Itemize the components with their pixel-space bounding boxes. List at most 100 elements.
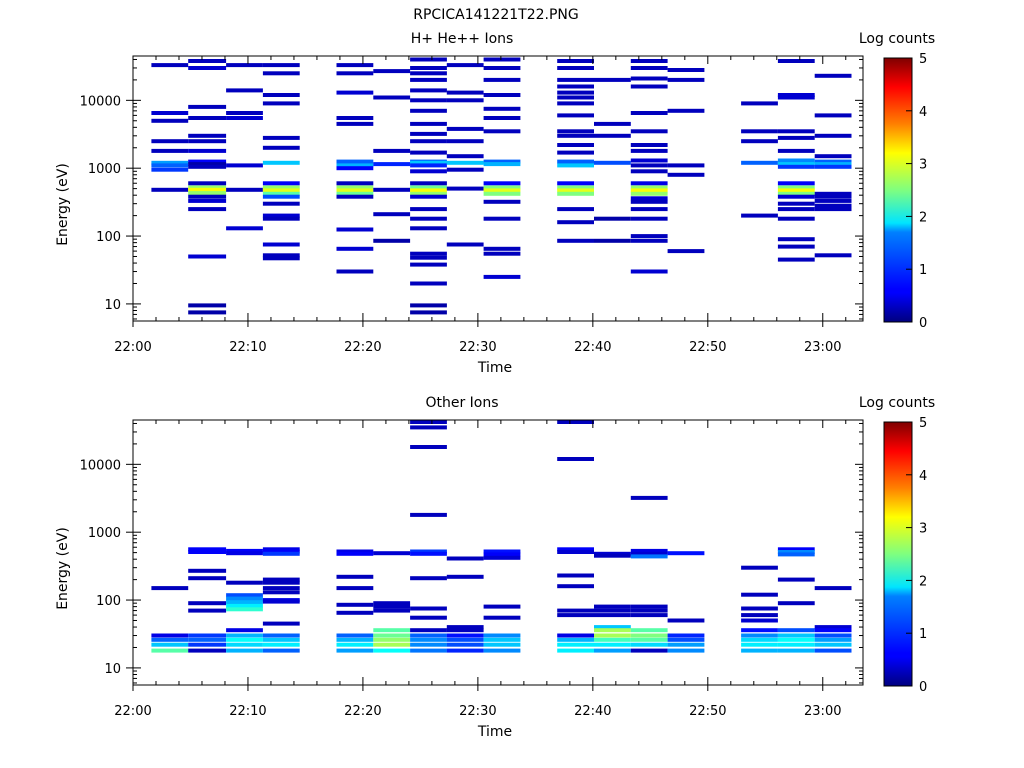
heatmap-cell xyxy=(594,216,631,221)
heatmap-cell xyxy=(630,66,668,70)
heatmap-cell xyxy=(741,592,778,597)
heatmap-cell xyxy=(630,238,668,243)
heatmap-cell xyxy=(410,169,447,174)
heatmap-cell xyxy=(262,194,300,199)
heatmap-cell xyxy=(483,199,521,204)
heatmap-cell xyxy=(777,257,815,262)
heatmap-cell xyxy=(446,648,484,653)
heatmap-cell xyxy=(630,495,668,500)
heatmap-cell xyxy=(446,90,484,95)
heatmap-cell xyxy=(557,143,594,147)
heatmap-cell xyxy=(336,551,374,556)
heatmap-cell xyxy=(777,207,815,212)
heatmap-cell xyxy=(777,237,815,242)
heatmap-cell xyxy=(814,628,852,633)
heatmap-cell xyxy=(483,185,521,190)
heatmap-cell xyxy=(336,574,374,579)
heatmap-cell xyxy=(262,201,300,206)
heatmap-cell xyxy=(262,160,300,165)
heatmap-cell xyxy=(226,226,263,231)
heatmap-cell xyxy=(630,642,668,647)
heatmap-cell xyxy=(262,242,300,247)
heatmap-cell xyxy=(446,625,484,630)
heatmap-cell xyxy=(557,159,594,164)
heatmap-cell xyxy=(483,57,521,62)
heatmap-cell xyxy=(446,154,484,159)
heatmap-cell xyxy=(262,191,300,196)
heatmap-cell xyxy=(151,633,189,638)
heatmap-cell xyxy=(557,66,594,70)
heatmap-cell xyxy=(336,159,374,164)
heatmap-cell xyxy=(446,160,484,165)
heatmap-cell xyxy=(667,633,705,638)
colorbar: 0 1 2 3 4 5 Log counts xyxy=(859,395,935,695)
heatmap-cell xyxy=(410,606,447,611)
heatmap-cell xyxy=(630,143,668,147)
heatmap-cell xyxy=(226,580,263,585)
heatmap-cell xyxy=(410,66,447,70)
heatmap-cell xyxy=(557,220,594,225)
heatmap-cell xyxy=(226,603,263,608)
heatmap-cell xyxy=(226,593,263,598)
heatmap-cell xyxy=(336,71,374,76)
heatmap-cell xyxy=(777,181,815,186)
heatmap-cell xyxy=(226,163,263,168)
heatmap-cell xyxy=(151,160,189,165)
y-tick-label: 100 xyxy=(96,230,121,245)
y-tick-label: 10000 xyxy=(80,458,121,473)
colorbar-tick-label: 5 xyxy=(919,52,927,67)
heatmap-cell xyxy=(410,188,447,193)
heatmap-cell xyxy=(373,642,411,647)
heatmap-cell xyxy=(667,249,705,254)
heatmap-cell xyxy=(188,187,227,192)
x-tick-label: 22:40 xyxy=(574,340,611,355)
heatmap-cell xyxy=(814,191,852,196)
heatmap-cell xyxy=(814,207,852,212)
colorbar-label: Log counts xyxy=(859,395,935,411)
heatmap-cell xyxy=(151,111,189,115)
heatmap-cell xyxy=(262,621,300,626)
heatmap-cell xyxy=(446,167,484,172)
heatmap-cell xyxy=(262,551,300,556)
x-tick-label: 23:00 xyxy=(804,340,841,355)
heatmap-cell xyxy=(594,648,631,653)
heatmap-cell xyxy=(777,158,815,163)
heatmap-cell xyxy=(777,162,815,167)
heatmap-cell xyxy=(151,139,189,144)
heatmap-cell xyxy=(188,139,227,144)
heatmap-cell xyxy=(667,108,705,113)
colorbar-tick-label: 4 xyxy=(919,105,927,120)
heatmap-cell xyxy=(410,121,447,126)
heatmap-cell xyxy=(557,207,594,212)
heatmap-cell xyxy=(557,191,594,196)
panel-title: H+ He++ Ions xyxy=(411,31,514,47)
heatmap-cell xyxy=(777,577,815,582)
heatmap-cell xyxy=(262,188,300,193)
heatmap-cell xyxy=(226,628,263,633)
heatmap-cell xyxy=(777,185,815,190)
heatmap-cell xyxy=(410,181,447,186)
heatmap-cell xyxy=(410,420,447,424)
colorbar-tick-label: 3 xyxy=(919,522,927,537)
heatmap-cell xyxy=(483,555,521,560)
heatmap-cell xyxy=(483,615,521,620)
heatmap-cell xyxy=(777,244,815,249)
heatmap-cell xyxy=(373,212,411,217)
heatmap-cell xyxy=(557,185,594,190)
panel-2: 22:00 22:10 22:20 22:30 22:40 22:50 23:0010100… xyxy=(55,395,935,740)
heatmap-cell xyxy=(188,133,227,138)
heatmap-cell xyxy=(814,159,852,164)
heatmap-cell xyxy=(557,584,594,589)
heatmap-cell xyxy=(446,637,484,642)
heatmap-cell xyxy=(630,84,668,89)
heatmap-cell xyxy=(777,633,815,638)
heatmap-cell xyxy=(373,608,411,613)
heatmap-cell xyxy=(336,116,374,120)
heatmap-cell xyxy=(410,191,447,196)
heatmap-cell xyxy=(630,604,668,609)
heatmap-cell xyxy=(557,90,594,95)
heatmap-cell xyxy=(336,246,374,251)
heatmap-cell xyxy=(262,101,300,106)
heatmap-cell xyxy=(151,586,189,591)
heatmap-cell xyxy=(262,580,300,585)
